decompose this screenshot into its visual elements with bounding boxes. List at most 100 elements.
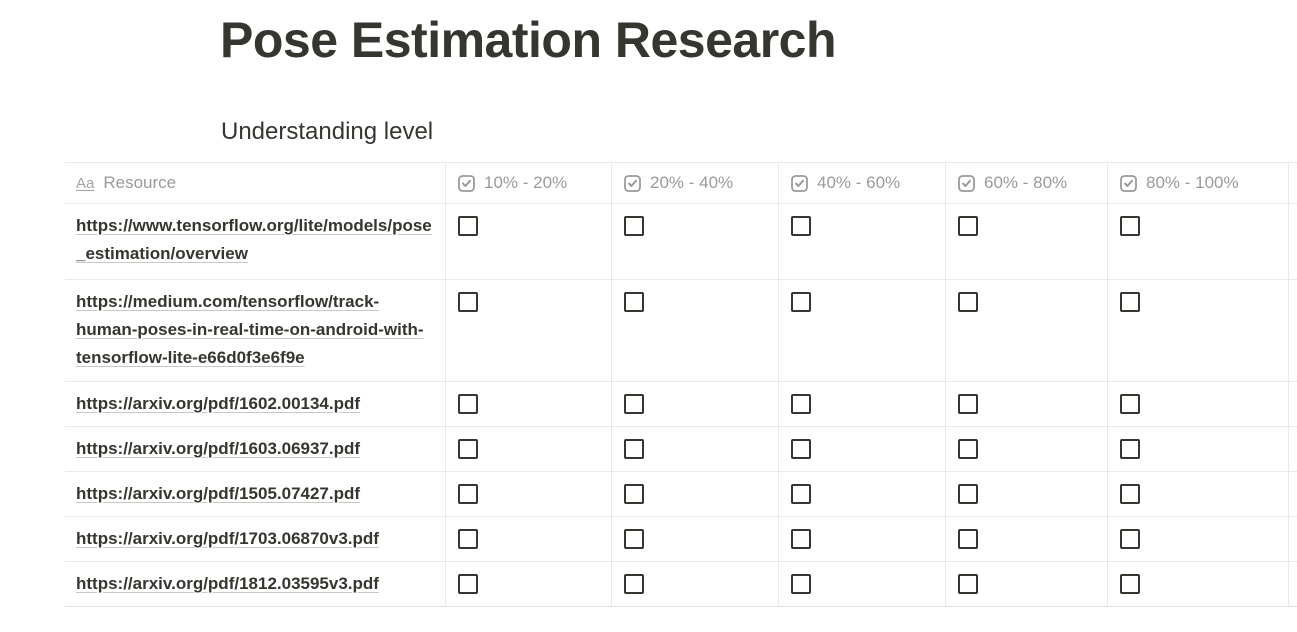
checkbox-cell (778, 562, 945, 606)
checkbox-unchecked[interactable] (1120, 439, 1140, 459)
checkbox-unchecked[interactable] (958, 529, 978, 549)
column-header-label: 80% - 100% (1146, 173, 1239, 192)
checkbox-unchecked[interactable] (958, 484, 978, 504)
checkbox-unchecked[interactable] (458, 292, 478, 312)
checkbox-unchecked[interactable] (1120, 529, 1140, 549)
resource-cell: https://medium.com/tensorflow/track-huma… (65, 280, 445, 381)
checkbox-unchecked[interactable] (1120, 292, 1140, 312)
checkbox-unchecked[interactable] (958, 216, 978, 236)
table-row: https://arxiv.org/pdf/1812.03595v3.pdf (65, 562, 1297, 607)
checkbox-unchecked[interactable] (624, 216, 644, 236)
resource-cell: https://arxiv.org/pdf/1703.06870v3.pdf (65, 517, 445, 561)
checkbox-unchecked[interactable] (958, 439, 978, 459)
table-edge-column (1288, 382, 1297, 426)
column-header-20-40[interactable]: 20% - 40% (611, 163, 778, 203)
checkbox-checked-icon (1120, 174, 1137, 192)
checkbox-cell (445, 562, 611, 606)
checkbox-unchecked[interactable] (958, 574, 978, 594)
column-header-40-60[interactable]: 40% - 60% (778, 163, 945, 203)
checkbox-checked-icon (791, 174, 808, 192)
checkbox-cell (445, 517, 611, 561)
checkbox-unchecked[interactable] (624, 292, 644, 312)
table-edge-column (1288, 517, 1297, 561)
checkbox-unchecked[interactable] (458, 394, 478, 414)
resource-column-label: Resource (103, 173, 177, 192)
checkbox-cell (1107, 472, 1288, 516)
checkbox-cell (611, 382, 778, 426)
checkbox-unchecked[interactable] (624, 574, 644, 594)
checkbox-cell (445, 204, 611, 279)
table-header-row: Aa Resource 10% - 20% 20% - 40% 40% - 60… (65, 163, 1297, 204)
table-row: https://arxiv.org/pdf/1703.06870v3.pdf (65, 517, 1297, 562)
checkbox-cell (945, 280, 1107, 381)
resource-link[interactable]: https://medium.com/tensorflow/track-huma… (76, 292, 424, 367)
checkbox-cell (611, 204, 778, 279)
checkbox-unchecked[interactable] (624, 439, 644, 459)
table-edge-column (1288, 204, 1297, 279)
checkbox-cell (611, 427, 778, 471)
resource-cell: https://www.tensorflow.org/lite/models/p… (65, 204, 445, 279)
understanding-table: Aa Resource 10% - 20% 20% - 40% 40% - 60… (65, 162, 1297, 607)
checkbox-cell (1107, 204, 1288, 279)
checkbox-cell (778, 204, 945, 279)
column-header-label: 40% - 60% (817, 173, 901, 192)
checkbox-unchecked[interactable] (458, 216, 478, 236)
checkbox-cell (445, 427, 611, 471)
checkbox-unchecked[interactable] (624, 394, 644, 414)
checkbox-unchecked[interactable] (791, 439, 811, 459)
checkbox-cell (611, 472, 778, 516)
checkbox-unchecked[interactable] (1120, 216, 1140, 236)
checkbox-unchecked[interactable] (958, 394, 978, 414)
table-row: https://arxiv.org/pdf/1505.07427.pdf (65, 472, 1297, 517)
checkbox-unchecked[interactable] (624, 484, 644, 504)
checkbox-unchecked[interactable] (1120, 394, 1140, 414)
checkbox-checked-icon (458, 174, 475, 192)
table-edge-column (1288, 427, 1297, 471)
checkbox-cell (778, 280, 945, 381)
checkbox-cell (945, 382, 1107, 426)
checkbox-cell (445, 472, 611, 516)
resource-link[interactable]: https://arxiv.org/pdf/1703.06870v3.pdf (76, 529, 379, 548)
checkbox-cell (445, 280, 611, 381)
table-row: https://www.tensorflow.org/lite/models/p… (65, 204, 1297, 280)
checkbox-unchecked[interactable] (458, 439, 478, 459)
checkbox-unchecked[interactable] (791, 216, 811, 236)
checkbox-unchecked[interactable] (791, 484, 811, 504)
checkbox-unchecked[interactable] (1120, 484, 1140, 504)
resource-cell: https://arxiv.org/pdf/1812.03595v3.pdf (65, 562, 445, 606)
resource-cell: https://arxiv.org/pdf/1603.06937.pdf (65, 427, 445, 471)
checkbox-unchecked[interactable] (791, 529, 811, 549)
checkbox-cell (945, 204, 1107, 279)
resource-column-header[interactable]: Aa Resource (65, 163, 445, 203)
resource-link[interactable]: https://arxiv.org/pdf/1505.07427.pdf (76, 484, 361, 503)
resource-link[interactable]: https://www.tensorflow.org/lite/models/p… (76, 216, 432, 263)
table-edge-column (1288, 562, 1297, 606)
table-row: https://arxiv.org/pdf/1603.06937.pdf (65, 427, 1297, 472)
table-edge-column (1288, 280, 1297, 381)
column-header-60-80[interactable]: 60% - 80% (945, 163, 1107, 203)
checkbox-cell (945, 472, 1107, 516)
checkbox-cell (611, 517, 778, 561)
resource-link[interactable]: https://arxiv.org/pdf/1812.03595v3.pdf (76, 574, 379, 593)
checkbox-cell (611, 280, 778, 381)
checkbox-cell (1107, 562, 1288, 606)
checkbox-unchecked[interactable] (458, 574, 478, 594)
checkbox-cell (945, 427, 1107, 471)
checkbox-unchecked[interactable] (958, 292, 978, 312)
checkbox-unchecked[interactable] (458, 529, 478, 549)
checkbox-cell (778, 382, 945, 426)
checkbox-unchecked[interactable] (624, 529, 644, 549)
checkbox-unchecked[interactable] (791, 574, 811, 594)
resource-link[interactable]: https://arxiv.org/pdf/1602.00134.pdf (76, 394, 361, 413)
resource-link[interactable]: https://arxiv.org/pdf/1603.06937.pdf (76, 439, 361, 458)
checkbox-unchecked[interactable] (791, 292, 811, 312)
resource-cell: https://arxiv.org/pdf/1505.07427.pdf (65, 472, 445, 516)
column-header-label: 60% - 80% (984, 173, 1068, 192)
checkbox-unchecked[interactable] (791, 394, 811, 414)
column-header-80-100[interactable]: 80% - 100% (1107, 163, 1288, 203)
checkbox-unchecked[interactable] (1120, 574, 1140, 594)
column-header-label: 20% - 40% (650, 173, 734, 192)
table-row: https://arxiv.org/pdf/1602.00134.pdf (65, 382, 1297, 427)
column-header-10-20[interactable]: 10% - 20% (445, 163, 611, 203)
checkbox-unchecked[interactable] (458, 484, 478, 504)
